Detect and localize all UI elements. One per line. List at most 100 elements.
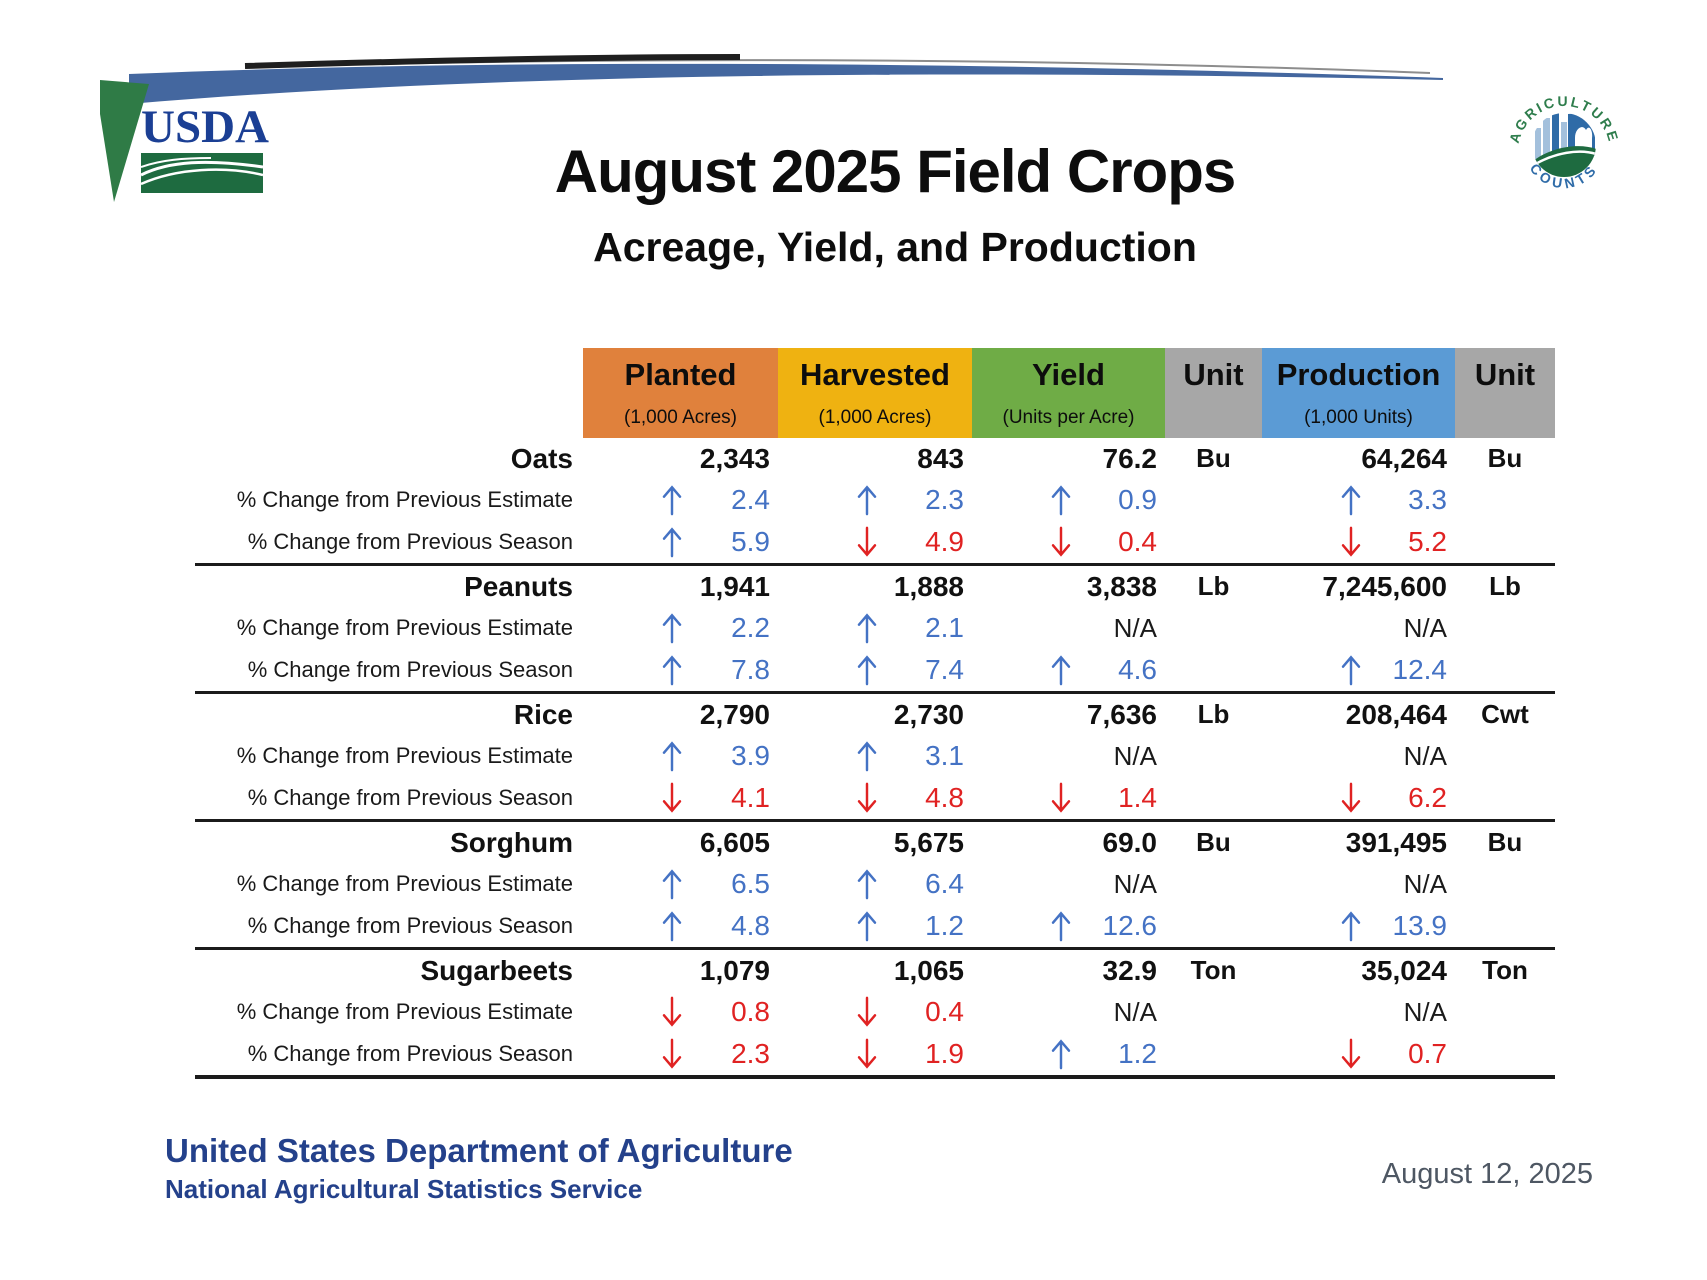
crop-block-rice: Rice 2,790 2,730 7,636 Lb 208,464 Cwt % Change …: [195, 694, 1555, 822]
cell-yield_unit: Bu: [1196, 827, 1231, 857]
cell-harvested: 843: [917, 442, 964, 474]
cell-yield_unit: Bu: [1196, 443, 1231, 473]
footer-org: United States Department of Agriculture …: [165, 1130, 793, 1206]
column-header-production: Production (1,000 Units): [1262, 348, 1455, 438]
cell-estimate-planted: 2.4: [583, 479, 778, 521]
trend-up-icon: [1051, 911, 1071, 942]
header-swoosh: [100, 54, 1443, 202]
cell-yield_unit: [1165, 1033, 1262, 1075]
cell-estimate-harvested: 2.1: [778, 607, 972, 649]
trend-value: 4.1: [731, 782, 770, 813]
trend-up-icon: [857, 911, 877, 942]
swoosh-blue-band: [129, 63, 1443, 104]
trend-value: N/A: [1403, 868, 1447, 899]
cell-estimate-production: N/A: [1262, 735, 1455, 777]
trend-down-icon: [857, 782, 877, 813]
subrow-label-estimate: % Change from Previous Estimate: [236, 615, 573, 640]
trend-down-icon: [662, 1038, 682, 1069]
cell-season-production: 0.7: [1262, 1033, 1455, 1075]
table-header: Planted (1,000 Acres) Harvested (1,000 A…: [195, 348, 1555, 438]
trend-up-icon: [1341, 911, 1361, 942]
cell-production_unit: Bu: [1487, 827, 1523, 857]
trend-value: 2.4: [731, 484, 770, 515]
trend-up-icon: [662, 613, 682, 644]
subrow-label-season: % Change from Previous Season: [247, 913, 573, 938]
crop-block-sugarbeets: Sugarbeets 1,079 1,065 32.9 Ton 35,024 Ton % Ch…: [195, 950, 1555, 1079]
trend-value: 4.8: [925, 782, 964, 813]
trend-value: 0.8: [731, 996, 770, 1027]
cell-season-planted: 5.9: [583, 521, 778, 563]
cell-harvested: 2,730: [893, 698, 964, 730]
title-block: August 2025 Field Crops Acreage, Yield, …: [400, 132, 1390, 274]
cell-production: 391,495: [1345, 826, 1447, 858]
trend-down-icon: [662, 996, 682, 1027]
subrow-label-estimate: % Change from Previous Estimate: [236, 871, 573, 896]
trend-value: 5.9: [731, 526, 770, 557]
trend-value: 1.4: [1118, 782, 1157, 813]
cell-production_unit: [1455, 905, 1555, 947]
crop-name: Sugarbeets: [420, 954, 574, 986]
cell-season-production: 6.2: [1262, 777, 1455, 819]
cell-harvested: 1,065: [893, 954, 964, 986]
column-title: Production: [1276, 357, 1441, 392]
cell-yield_unit: [1165, 479, 1262, 521]
cell-production: 64,264: [1361, 442, 1447, 474]
cell-production_unit: [1455, 777, 1555, 819]
cell-season-harvested: 4.8: [778, 777, 972, 819]
column-title: Yield: [1032, 357, 1105, 392]
cell-season-production: 5.2: [1262, 521, 1455, 563]
page-title: August 2025 Field Crops: [554, 138, 1236, 205]
trend-down-icon: [662, 782, 682, 813]
cell-yield_unit: [1165, 521, 1262, 563]
crop-name: Sorghum: [450, 826, 573, 858]
column-header-production-unit: Unit: [1455, 348, 1555, 438]
cell-yield_unit: [1165, 649, 1262, 691]
trend-value: 1.2: [1118, 1038, 1157, 1069]
trend-down-icon: [857, 996, 877, 1027]
cell-season-yield: 1.4: [972, 777, 1165, 819]
column-title: Unit: [1474, 357, 1536, 392]
cell-season-harvested: 1.2: [778, 905, 972, 947]
cell-season-harvested: 1.9: [778, 1033, 972, 1075]
trend-value: 3.3: [1408, 484, 1447, 515]
cell-season-planted: 2.3: [583, 1033, 778, 1075]
trend-up-icon: [857, 613, 877, 644]
trend-down-icon: [857, 1038, 877, 1069]
trend-value: 6.2: [1408, 782, 1447, 813]
cell-production_unit: [1455, 649, 1555, 691]
emblem-art: [1532, 113, 1596, 177]
trend-value: 4.9: [925, 526, 964, 557]
cell-planted: 1,941: [699, 570, 770, 602]
trend-up-icon: [1051, 485, 1071, 516]
subrow-label-season: % Change from Previous Season: [247, 529, 573, 554]
trend-down-icon: [1341, 782, 1361, 813]
trend-value: 12.6: [1102, 910, 1158, 941]
cell-estimate-yield: N/A: [972, 863, 1165, 905]
cell-yield: 69.0: [1102, 826, 1158, 858]
cell-yield: 3,838: [1086, 570, 1157, 602]
trend-value: N/A: [1403, 612, 1447, 643]
cell-harvested: 5,675: [893, 826, 964, 858]
cell-estimate-production: N/A: [1262, 863, 1455, 905]
cell-production_unit: [1455, 479, 1555, 521]
crops-table-body: Oats 2,343 843 76.2 Bu 64,264 Bu % Change from …: [195, 438, 1555, 1079]
column-subtitle: (1,000 Acres): [624, 407, 737, 428]
cell-season-yield: 1.2: [972, 1033, 1165, 1075]
trend-up-icon: [662, 741, 682, 772]
trend-down-icon: [1051, 782, 1071, 813]
cell-estimate-yield: N/A: [972, 735, 1165, 777]
cell-yield_unit: [1165, 991, 1262, 1033]
column-title: Harvested: [800, 357, 950, 392]
cell-season-planted: 7.8: [583, 649, 778, 691]
trend-value: 6.4: [925, 868, 964, 899]
usda-logo: USDA: [141, 103, 269, 193]
trend-up-icon: [857, 869, 877, 900]
trend-up-icon: [1341, 655, 1361, 686]
trend-value: N/A: [1113, 612, 1157, 643]
swoosh-dark-line: [244, 54, 741, 69]
column-subtitle: (1,000 Acres): [818, 407, 932, 428]
trend-value: N/A: [1403, 740, 1447, 771]
crop-name: Oats: [510, 442, 573, 474]
trend-up-icon: [1051, 655, 1071, 686]
crop-name: Peanuts: [464, 570, 573, 602]
